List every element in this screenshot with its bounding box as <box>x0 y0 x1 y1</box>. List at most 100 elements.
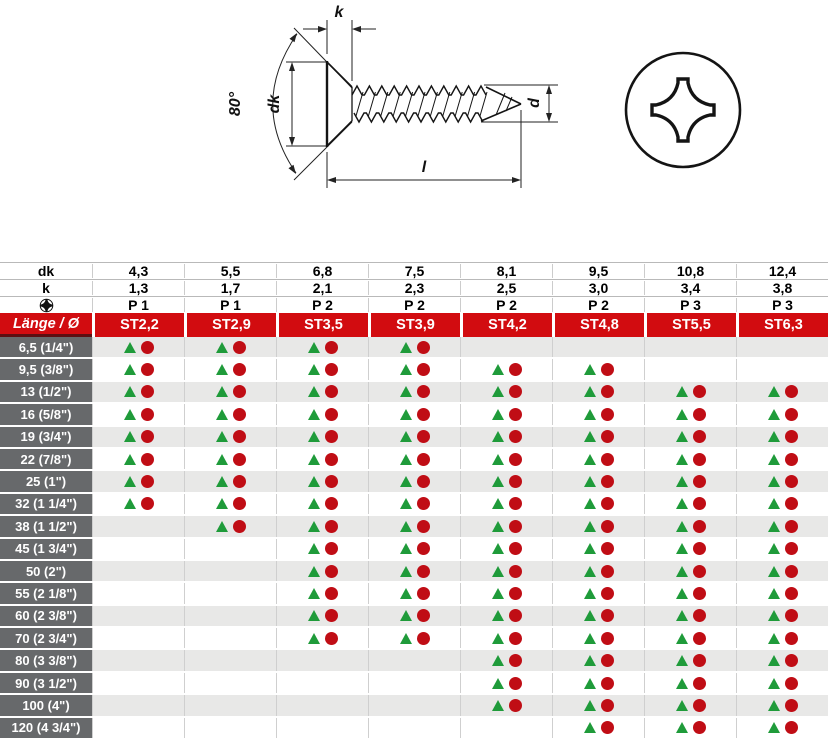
circle-mark <box>508 407 522 421</box>
circle-mark <box>692 631 706 645</box>
availability-cell <box>644 493 736 515</box>
triangle-mark <box>767 476 780 488</box>
circle-mark <box>784 721 798 735</box>
length-label: 38 (1 1/2") <box>0 516 92 537</box>
availability-cell <box>276 560 368 582</box>
size-column-header: ST2,2 <box>92 313 184 337</box>
availability-cell <box>736 337 828 358</box>
triangle-mark <box>583 498 596 510</box>
circle-mark <box>784 631 798 645</box>
availability-table-body: 6,5 (1/4") 9,5 (3/8") 13 (1/2") 16 (5/8") 19… <box>0 337 828 741</box>
spec-value: 2,1 <box>276 281 368 295</box>
availability-cell <box>276 538 368 559</box>
spec-value: 1,7 <box>184 281 276 295</box>
availability-cell <box>460 426 552 447</box>
availability-cell <box>736 516 828 537</box>
triangle-mark <box>215 520 228 532</box>
size-column-header: ST3,5 <box>276 313 368 337</box>
triangle-mark <box>491 699 504 711</box>
circle-mark <box>232 407 246 421</box>
triangle-mark <box>215 341 228 353</box>
triangle-mark <box>491 543 504 555</box>
availability-cell <box>276 448 368 470</box>
dimension-spec-table: dk 4,3 5,5 6,8 7,5 8,1 9,5 10,8 12,4 k 1,3 1,7 2,… <box>0 262 828 313</box>
triangle-mark <box>399 587 412 599</box>
circle-mark <box>784 609 798 623</box>
table-row: 100 (4") <box>0 695 828 718</box>
length-label: 100 (4") <box>0 695 92 716</box>
availability-cell <box>736 695 828 716</box>
table-row: 50 (2") <box>0 560 828 584</box>
triangle-mark <box>307 610 320 622</box>
availability-cell <box>644 471 736 492</box>
availability-cell <box>368 583 460 604</box>
triangle-mark <box>215 498 228 510</box>
circle-mark <box>784 407 798 421</box>
circle-mark <box>140 430 154 444</box>
size-column-header: ST4,8 <box>552 313 644 337</box>
availability-cell <box>460 628 552 649</box>
availability-cell <box>92 471 184 492</box>
table-row: 80 (3 3/8") <box>0 650 828 673</box>
triangle-mark <box>399 543 412 555</box>
availability-cell <box>184 560 276 582</box>
triangle-mark <box>583 408 596 420</box>
triangle-mark <box>491 453 504 465</box>
availability-cell <box>368 381 460 403</box>
availability-cell <box>460 516 552 537</box>
circle-mark <box>416 542 430 556</box>
length-label: 55 (2 1/8") <box>0 583 92 604</box>
triangle-mark <box>307 431 320 443</box>
triangle-mark <box>399 408 412 420</box>
triangle-mark <box>767 431 780 443</box>
spec-value: 6,8 <box>276 264 368 278</box>
triangle-mark <box>399 386 412 398</box>
triangle-mark <box>583 543 596 555</box>
availability-cell <box>184 695 276 716</box>
circle-mark <box>692 564 706 578</box>
spec-row-k: k 1,3 1,7 2,1 2,3 2,5 3,0 3,4 3,8 <box>0 279 828 296</box>
triangle-mark <box>307 587 320 599</box>
spec-value: 3,8 <box>736 281 828 295</box>
circle-mark <box>600 385 614 399</box>
availability-cell <box>552 583 644 604</box>
triangle-mark <box>675 386 688 398</box>
availability-cell <box>552 448 644 470</box>
circle-mark <box>692 519 706 533</box>
availability-cell <box>276 471 368 492</box>
spec-value: P 2 <box>552 298 644 312</box>
circle-mark <box>508 542 522 556</box>
availability-cell <box>276 583 368 604</box>
circle-mark <box>784 676 798 690</box>
availability-cell <box>460 583 552 604</box>
triangle-mark <box>583 520 596 532</box>
triangle-mark <box>675 431 688 443</box>
availability-cell <box>92 426 184 447</box>
availability-cell <box>460 650 552 671</box>
triangle-mark <box>215 408 228 420</box>
circle-mark <box>324 363 338 377</box>
availability-cell <box>736 381 828 403</box>
triangle-mark <box>583 722 596 734</box>
spec-row-label: k <box>42 280 50 296</box>
size-column-header: ST2,9 <box>184 313 276 337</box>
availability-cell <box>368 695 460 716</box>
circle-mark <box>692 654 706 668</box>
availability-cell <box>736 650 828 671</box>
circle-mark <box>416 564 430 578</box>
availability-cell <box>92 538 184 559</box>
triangle-mark <box>583 587 596 599</box>
availability-cell <box>276 650 368 671</box>
table-row: 32 (1 1/4") <box>0 493 828 517</box>
circle-mark <box>508 385 522 399</box>
table-row: 13 (1/2") <box>0 381 828 405</box>
triangle-mark <box>491 431 504 443</box>
circle-mark <box>140 340 154 354</box>
circle-mark <box>692 721 706 735</box>
availability-cell <box>92 560 184 582</box>
availability-cell <box>552 381 644 403</box>
screw-outline <box>325 61 522 147</box>
availability-cell <box>552 404 644 425</box>
dim-label-d: d <box>526 97 543 108</box>
circle-mark <box>600 631 614 645</box>
